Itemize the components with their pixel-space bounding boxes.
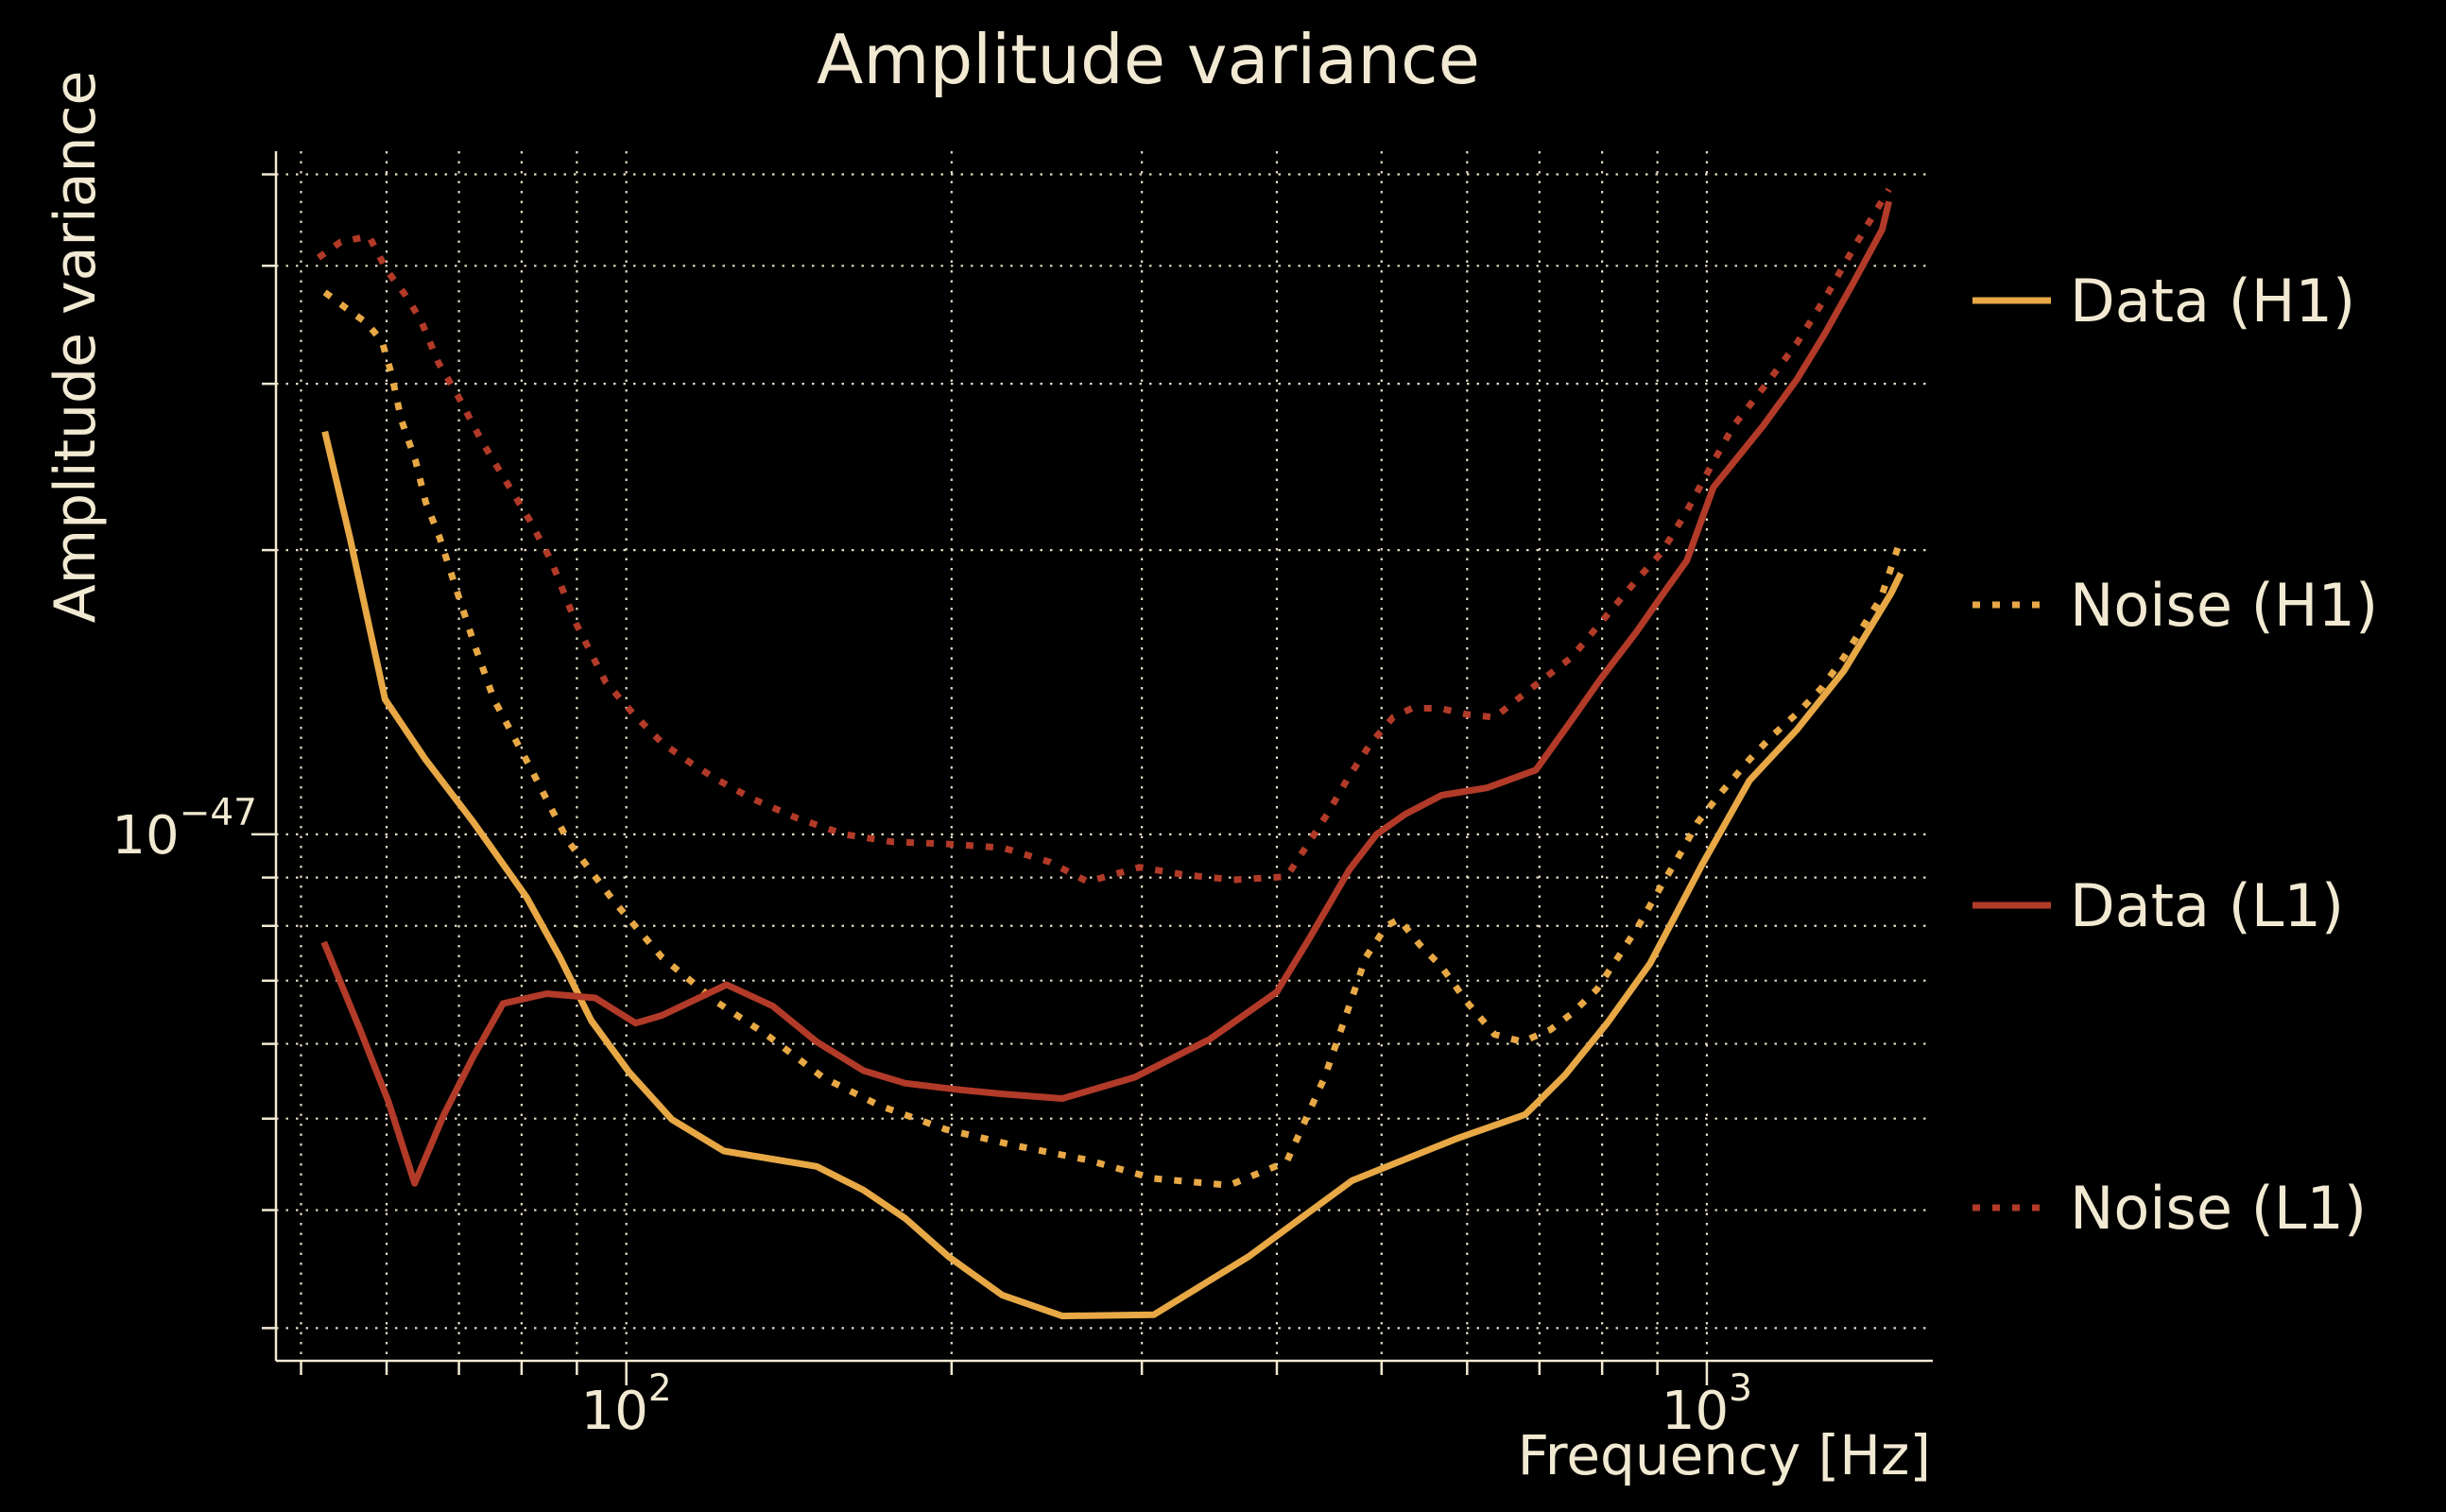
x-tick-100-exponent: 2 [648, 1367, 672, 1410]
plot-series [316, 187, 1904, 1320]
data-h1-line [321, 430, 1904, 1320]
legend: Data (H1) Noise (H1) Data (L1) Noise (L1… [1972, 266, 2378, 1243]
x-tick-1000-exponent: 3 [1729, 1367, 1752, 1410]
chart-title: Amplitude variance [817, 20, 1480, 99]
axis-tick-marks [251, 173, 1709, 1385]
noise-l1-line [316, 187, 1892, 885]
y-tick-base: 10 [112, 805, 179, 867]
axes [251, 151, 1933, 1385]
legend-label-noise-l1: Noise (L1) [2070, 1174, 2367, 1243]
x-tick-label-1000: 103 [1662, 1367, 1752, 1442]
y-axis-label: Amplitude variance [43, 71, 109, 624]
gridlines [276, 151, 1931, 1361]
x-tick-1000-base: 10 [1662, 1381, 1729, 1442]
legend-entry-noise-l1: Noise (L1) [1972, 1174, 2367, 1243]
y-tick-exponent: −47 [180, 792, 257, 834]
legend-entry-noise-h1: Noise (H1) [1972, 571, 2378, 640]
x-tick-100-base: 10 [581, 1381, 648, 1442]
noise-h1-line [322, 289, 1904, 1189]
x-tick-label-100: 102 [581, 1367, 672, 1442]
legend-label-data-h1: Data (H1) [2070, 266, 2355, 335]
data-l1-line [320, 200, 1893, 1187]
legend-entry-data-h1: Data (H1) [1972, 266, 2355, 335]
legend-label-data-l1: Data (L1) [2070, 871, 2344, 940]
legend-label-noise-h1: Noise (H1) [2070, 571, 2378, 640]
y-tick-label-1e-47: 10−47 [112, 792, 257, 867]
x-axis-label: Frequency [Hz] [1518, 1423, 1931, 1487]
grid-dotted-lines [276, 151, 1931, 1361]
legend-entry-data-l1: Data (L1) [1972, 871, 2344, 940]
